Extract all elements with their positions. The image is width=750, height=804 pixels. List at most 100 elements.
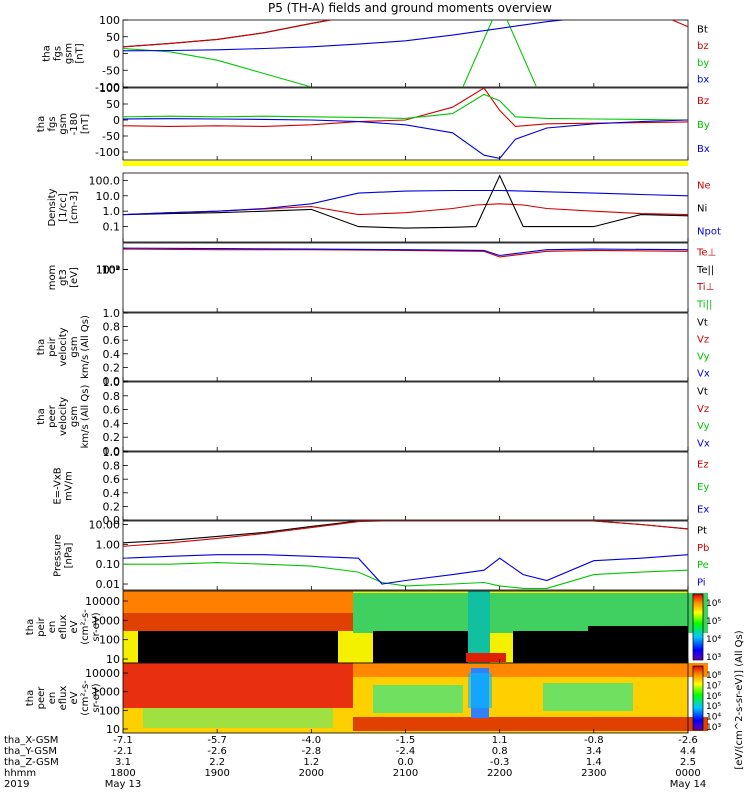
- x-axis-tick-label: -2.8: [302, 746, 322, 757]
- spectrogram-band: [543, 683, 633, 711]
- quality-bar: [123, 161, 688, 166]
- legend-entry: Te⊥: [696, 248, 716, 259]
- x-axis-tick-label: 2200: [487, 768, 512, 779]
- colorbar-units-text: [eV/(cm^2-s-sr-eV)] (All Qs): [734, 630, 745, 769]
- y-tick-label: 1.0: [103, 205, 121, 218]
- legend-entry: Ex: [697, 505, 709, 516]
- y-tick-label: 0.6: [103, 334, 121, 347]
- colorbar-tick-label: 10³: [706, 723, 721, 733]
- series-ti: [123, 247, 688, 257]
- y-axis-label-line: [nPa]: [64, 542, 75, 568]
- series-pi: [123, 554, 688, 585]
- y-axis-label-line: mom: [47, 265, 58, 291]
- y-axis-label-line: gt3: [58, 269, 69, 286]
- y-tick-label: 10000: [85, 667, 120, 680]
- panel-frame: [122, 242, 689, 313]
- y-tick-label: 0.4: [103, 417, 121, 430]
- spectrogram-band: [353, 717, 708, 731]
- panel-density: 100.0 10.0 1.0 0.1 Density [1/cc] [cm-3] Ne Ni Np…: [47, 172, 721, 243]
- y-tick-label: 0.2: [103, 500, 121, 513]
- y-tick-label: 1.0: [103, 376, 121, 389]
- y-tick-label: 10⁻¹: [96, 263, 120, 276]
- x-axis-row-label: tha_Z-GSM: [4, 757, 59, 768]
- y-axis-label: tha peir en eflux eV (cm²-s-sr-eV): [25, 609, 102, 645]
- legend-entry: Ti⊥: [696, 282, 714, 293]
- spectrogram-peir_spectrogram: [123, 591, 708, 663]
- colorbar-tick-label: 10⁶: [706, 692, 721, 702]
- series-bz: [123, 88, 688, 127]
- y-axis-label-line: peer: [36, 686, 47, 710]
- spectrogram-void: [138, 631, 338, 663]
- series-bx: [123, 20, 568, 52]
- series-group: [123, 20, 688, 87]
- x-axis-tick-label: -1.5: [396, 735, 416, 746]
- y-tick-label: 10¹: [102, 263, 120, 276]
- x-axis-tick-label: May 13: [105, 779, 142, 790]
- y-tick-label: 0.8: [103, 460, 121, 473]
- y-tick-label: 10⁰: [102, 263, 121, 276]
- series-bx: [123, 118, 688, 160]
- y-axis-label-line: gsm: [69, 336, 80, 357]
- x-axis-tick-label: -0.3: [490, 757, 510, 768]
- spectrogram-feature: [466, 653, 506, 662]
- y-tick-label: 1.0: [103, 307, 121, 320]
- y-tick-label: 0.01: [96, 578, 121, 591]
- legend-entry: Vt: [697, 318, 708, 329]
- y-axis-label-line: tha: [25, 690, 36, 706]
- x-axis-tick-label: -4.0: [302, 735, 322, 746]
- x-axis-tick-label: 4.4: [680, 746, 696, 757]
- legend-entry: Vy: [697, 352, 710, 363]
- y-axis-label: tha fgs gsm -180 [nT]: [36, 113, 91, 136]
- y-axis-label: E=-VxB mV/m: [53, 467, 75, 504]
- x-axis-tick-label: 0000: [675, 768, 700, 779]
- legend-entry: by: [697, 58, 709, 69]
- y-tick-label: 0.2: [103, 431, 121, 444]
- y-tick-label: -50: [102, 64, 120, 77]
- y-tick-label: 100: [99, 634, 120, 647]
- legend-entry: Bz: [697, 96, 709, 107]
- panel-fgs_gsm_minus180: 100 50 0 -50 -100 tha fgs gsm -180 [nT] Bz By Bx: [36, 82, 710, 161]
- x-axis-tick-label: 0.0: [398, 757, 414, 768]
- legend-entry: Vx: [697, 369, 710, 380]
- colorbar-peir_spectrogram: [692, 593, 704, 661]
- colorbar-tick-label: 10⁶: [706, 599, 721, 609]
- y-tick-label: -50: [102, 130, 120, 143]
- colorbar-tick-label: 10⁷: [706, 681, 721, 691]
- x-axis-tick-label: 2.5: [680, 757, 696, 768]
- y-axis-label-line: velocity: [58, 327, 69, 366]
- y-tick-label: 100: [99, 14, 120, 27]
- x-axis-tick-label: -2.6: [207, 746, 227, 757]
- legend-entry: Vt: [697, 387, 708, 398]
- y-tick-label: 10²: [102, 263, 120, 276]
- y-axis-label-line: eflux: [58, 615, 69, 640]
- series-pe: [123, 562, 688, 589]
- y-axis-label-line: eV: [69, 691, 80, 704]
- x-axis-tick-label: 2300: [581, 768, 606, 779]
- y-axis-label-line: velocity: [58, 397, 69, 436]
- y-tick-label: 10.00: [89, 518, 121, 531]
- y-axis-label-line: sr-eV): [91, 612, 102, 641]
- y-tick-label: 10: [106, 723, 120, 736]
- y-tick-label: 0.0: [103, 514, 121, 527]
- x-axis-tick-label: -7.1: [113, 735, 133, 746]
- spectrogram-band: [143, 708, 333, 728]
- y-tick-label: 0.0: [103, 445, 121, 458]
- y-tick-label: 10³: [102, 263, 120, 276]
- legend-entry: Vy: [697, 421, 710, 432]
- legend-entry: bz: [697, 41, 709, 52]
- y-axis-label: mom gt3 [eV]: [47, 265, 80, 291]
- legend-entry: Npot: [697, 227, 721, 238]
- x-axis-tick-label: 0.8: [492, 746, 508, 757]
- legend-entry: Bt: [697, 24, 708, 35]
- legend-entry: bx: [697, 75, 709, 86]
- series-group: [123, 88, 688, 160]
- y-tick-label: 0.1: [103, 221, 121, 234]
- y-axis-label-line: gsm: [58, 113, 69, 134]
- y-tick-label: -100: [95, 81, 120, 94]
- x-axis-tick-label: 2000: [299, 768, 324, 779]
- colorbar-tick-label: 10⁵: [706, 702, 721, 712]
- spectrogram-band: [123, 663, 353, 708]
